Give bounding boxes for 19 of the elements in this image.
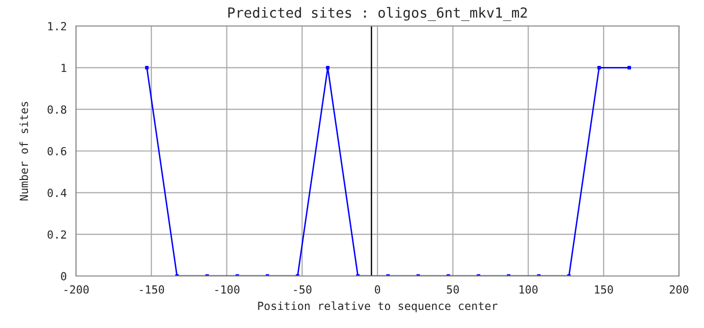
x-tick-label: 150 — [594, 285, 613, 294]
y-tick-label: 0 — [61, 272, 66, 280]
x-tick-label: -150 — [140, 285, 164, 294]
y-tick-label: 0.8 — [48, 105, 66, 114]
y-tick-label: 0.2 — [48, 230, 66, 239]
y-tick-label: 1.2 — [48, 22, 66, 30]
y-tick-label: 0.6 — [48, 147, 66, 156]
x-tick-label: 200 — [670, 285, 688, 294]
x-axis-title: Position relative to sequence center — [258, 301, 498, 312]
x-tick-label: -50 — [294, 285, 312, 294]
y-tick-label: 0.4 — [48, 188, 66, 198]
x-tick-label: -100 — [215, 285, 240, 294]
x-tick-label: -200 — [64, 285, 89, 294]
x-tick-label: 0 — [374, 285, 380, 294]
y-tick-label: 1 — [62, 64, 66, 72]
x-tick-label: 100 — [520, 285, 538, 294]
chart-title: Predicted sites : oligos_6nt_mkv1_m2 — [228, 7, 527, 21]
x-tick-label: 50 — [446, 285, 459, 294]
y-axis-title: Number of sites — [19, 102, 28, 200]
